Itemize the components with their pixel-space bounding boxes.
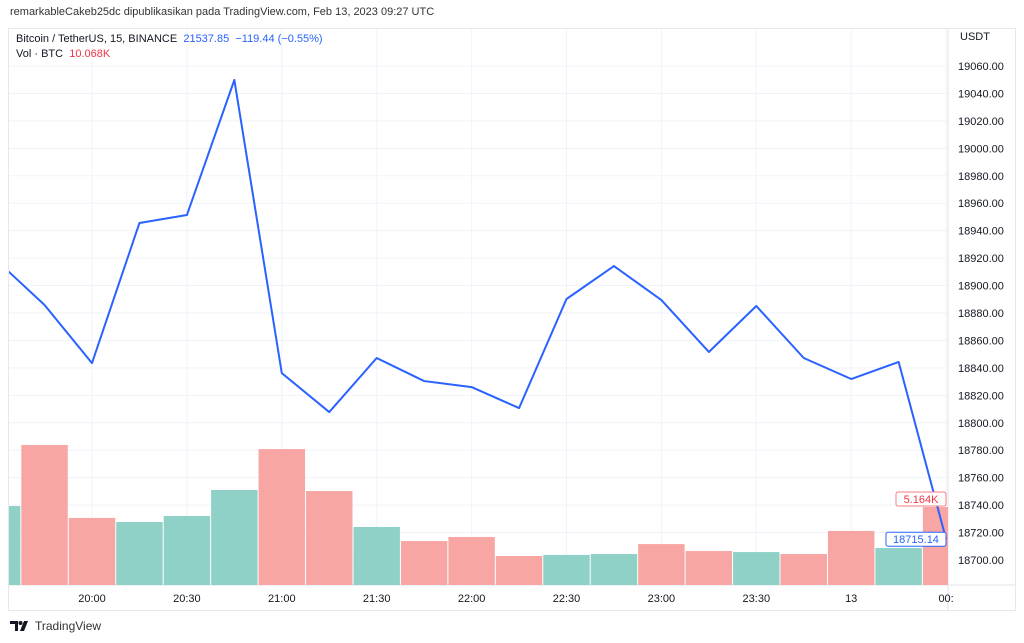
y-tick-label: 18860.00 bbox=[958, 335, 1004, 347]
y-tick-label: 18920.00 bbox=[958, 253, 1004, 265]
volume-bar bbox=[543, 554, 590, 585]
volume-bar bbox=[875, 547, 922, 585]
y-tick-label: 19060.00 bbox=[958, 61, 1004, 73]
y-tick-label: 18940.00 bbox=[958, 226, 1004, 238]
volume-bar bbox=[116, 522, 163, 585]
volume-bar bbox=[211, 489, 258, 585]
y-tick-label: 19000.00 bbox=[958, 143, 1004, 155]
volume-bar bbox=[638, 544, 685, 585]
x-tick-label: 00: bbox=[938, 593, 953, 605]
x-tick-label: 23:30 bbox=[743, 593, 771, 605]
volume-bar bbox=[495, 555, 543, 585]
volume-bar bbox=[733, 552, 780, 585]
plot-area bbox=[9, 78, 948, 585]
x-tick-label: 13 bbox=[845, 593, 857, 605]
currency-label: USDT bbox=[960, 31, 990, 43]
price-line bbox=[9, 78, 948, 540]
volume-label: Vol · BTC bbox=[16, 48, 64, 60]
volume-bar bbox=[448, 536, 495, 585]
y-tick-label: 18740.00 bbox=[958, 500, 1004, 512]
x-tick-label: 23:00 bbox=[648, 593, 676, 605]
volume-bar bbox=[258, 449, 306, 585]
volume-bar bbox=[163, 515, 211, 585]
volume-bar bbox=[400, 541, 448, 585]
x-tick-label: 21:30 bbox=[363, 593, 391, 605]
last-volume-label: 5.164K bbox=[904, 494, 940, 506]
publish-info: remarkableCakeb25dc dipublikasikan pada … bbox=[10, 6, 435, 18]
x-tick-label: 20:00 bbox=[78, 593, 106, 605]
volume-bar bbox=[9, 506, 21, 585]
volume-bar bbox=[685, 551, 733, 585]
x-tick-label: 21:00 bbox=[268, 593, 296, 605]
symbol-label: Bitcoin / TetherUS, 15, BINANCE bbox=[16, 33, 178, 45]
y-tick-label: 18800.00 bbox=[958, 418, 1004, 430]
y-tick-label: 18820.00 bbox=[958, 390, 1004, 402]
volume-bar bbox=[827, 530, 875, 585]
volume-bar bbox=[590, 554, 638, 585]
tradingview-logo-icon bbox=[10, 621, 28, 631]
y-tick-label: 18720.00 bbox=[958, 528, 1004, 540]
last-volume-badge bbox=[895, 491, 947, 507]
last-price-badge bbox=[885, 531, 947, 547]
x-tick-label: 20:30 bbox=[173, 593, 201, 605]
y-tick-label: 18700.00 bbox=[958, 555, 1004, 567]
chart-panel[interactable] bbox=[8, 28, 1016, 611]
y-tick-label: 18900.00 bbox=[958, 281, 1004, 293]
y-tick-label: 19040.00 bbox=[958, 88, 1004, 100]
x-tick-label: 22:00 bbox=[458, 593, 486, 605]
y-tick-label: 18840.00 bbox=[958, 363, 1004, 375]
price-change: −119.44 (−0.55%) bbox=[235, 33, 323, 45]
chart-legend: Bitcoin / TetherUS, 15, BINANCE 21537.85… bbox=[16, 32, 323, 62]
volume-bar bbox=[780, 554, 827, 585]
y-tick-label: 18760.00 bbox=[958, 473, 1004, 485]
volume-bar bbox=[353, 526, 400, 585]
y-tick-label: 18980.00 bbox=[958, 171, 1004, 183]
tradingview-logo[interactable]: TradingView bbox=[10, 619, 101, 633]
y-tick-label: 18880.00 bbox=[958, 308, 1004, 320]
volume-bar bbox=[21, 444, 68, 585]
y-tick-label: 19020.00 bbox=[958, 116, 1004, 128]
volume-value: 10.068K bbox=[69, 48, 111, 60]
volume-bar bbox=[306, 491, 353, 585]
x-tick-label: 22:30 bbox=[553, 593, 581, 605]
brand-label: TradingView bbox=[35, 619, 102, 633]
last-price-label: 18715.14 bbox=[893, 534, 939, 546]
y-tick-label: 18780.00 bbox=[958, 445, 1004, 457]
volume-bar bbox=[68, 517, 116, 585]
last-price: 21537.85 bbox=[183, 33, 230, 45]
y-tick-label: 18960.00 bbox=[958, 198, 1004, 210]
